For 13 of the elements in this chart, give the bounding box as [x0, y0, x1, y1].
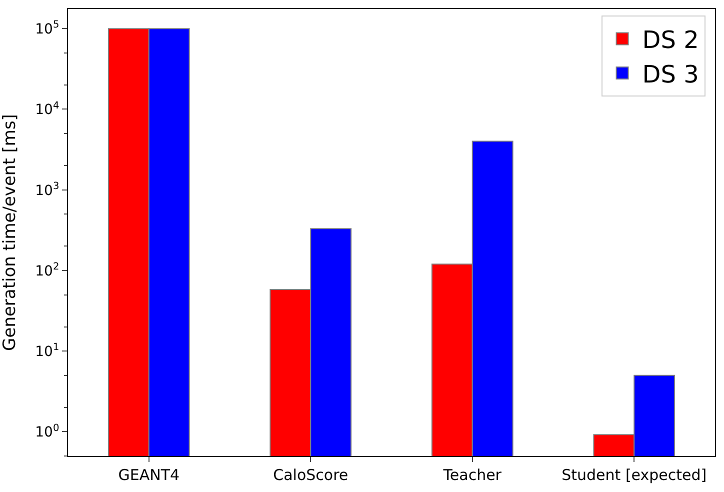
- y-axis-title: Generation time/event [ms]: [0, 114, 20, 351]
- y-tick-label: 10$^{3}$: [35, 180, 60, 199]
- y-tick-label: 10$^{1}$: [35, 342, 60, 360]
- legend-label: DS 3: [642, 60, 699, 88]
- legend-label: DS 2: [642, 26, 699, 54]
- y-tick-label: 10$^{2}$: [35, 262, 60, 280]
- x-tick-label: Student [expected]: [562, 466, 707, 484]
- y-tick-label: 10$^{5}$: [35, 20, 60, 38]
- y-tick-label: 10$^{4}$: [35, 100, 60, 118]
- x-tick-label: CaloScore: [273, 466, 348, 484]
- x-tick-label: Teacher: [442, 466, 502, 484]
- y-tick-label: 10$^{0}$: [35, 422, 60, 441]
- x-tick-label: GEANT4: [118, 466, 180, 484]
